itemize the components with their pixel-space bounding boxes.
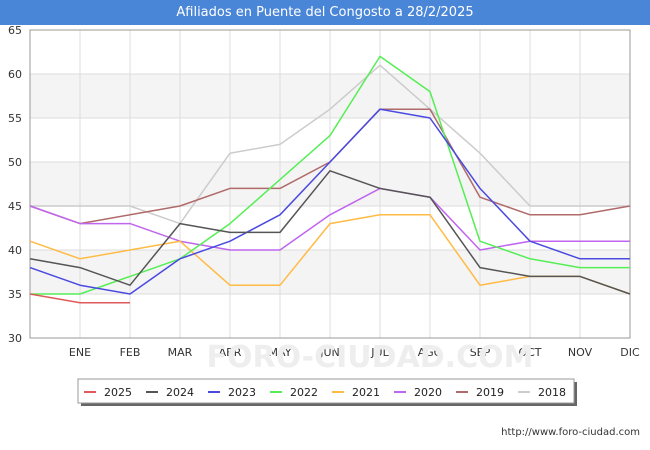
x-tick-label: ABR: [219, 346, 242, 359]
series-line-2022: [30, 55, 630, 295]
legend-label-2025: 2025: [104, 386, 132, 399]
y-tick-label: 45: [8, 200, 22, 213]
legend-box: [77, 378, 575, 404]
legend: 2025 2024 2023 2022 2021 2020 2019 2018: [77, 378, 577, 406]
plot-border: [29, 29, 631, 339]
y-tick-label: 30: [8, 332, 22, 345]
watermark: FORO-CIUDAD.COM: [207, 340, 534, 375]
legend-label-2023: 2023: [228, 386, 256, 399]
series-line-2025: [29, 293, 130, 304]
x-tick-label: NOV: [568, 346, 593, 359]
legend-label-2020: 2020: [414, 386, 442, 399]
legend-label-2022: 2022: [290, 386, 318, 399]
x-tick-label: MAY: [269, 346, 292, 359]
series-line-2024: [29, 170, 631, 295]
y-tick-label: 65: [8, 24, 22, 37]
x-tick-label: ENE: [69, 346, 91, 359]
x-tick-label: OCT: [518, 346, 541, 359]
x-tick-label: JUN: [319, 346, 340, 359]
source-url[interactable]: http://www.foro-ciudad.com: [501, 427, 640, 438]
legend-label-2019: 2019: [476, 386, 504, 399]
y-tick-label: 50: [8, 156, 22, 169]
x-tick-label: JUL: [370, 346, 389, 359]
legend-label-2021: 2021: [352, 386, 380, 399]
y-tick-label: 40: [8, 244, 22, 257]
x-tick-label: MAR: [168, 346, 193, 359]
x-tick-label: DIC: [620, 346, 640, 359]
legend-label-2018: 2018: [538, 386, 566, 399]
x-tick-label: SEP: [470, 346, 491, 359]
y-tick-label: 60: [8, 68, 22, 81]
series-line-2023: [29, 108, 630, 295]
legend-label-2024: 2024: [166, 386, 194, 399]
series-line-2018: [30, 64, 630, 225]
y-tick-label: 35: [8, 288, 22, 301]
x-tick-label: AGO: [418, 346, 443, 359]
x-tick-label: FEB: [120, 346, 141, 359]
chart-title: Afiliados en Puente del Congosto a 28/2/…: [0, 0, 650, 25]
y-tick-label: 55: [8, 112, 22, 125]
